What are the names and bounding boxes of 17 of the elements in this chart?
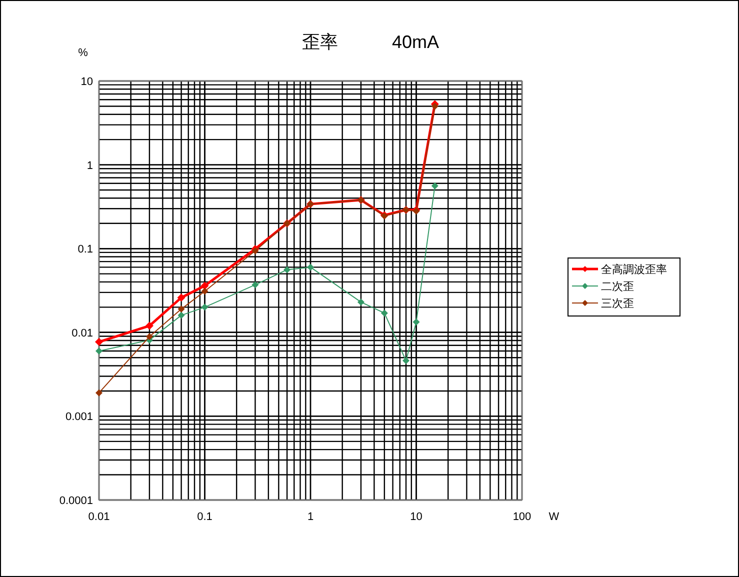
x-tick-label: 1 <box>307 511 314 523</box>
y-tick-label: 0.001 <box>65 411 93 424</box>
x-axis-title: W <box>548 511 560 523</box>
y-tick-label: 0.0001 <box>59 495 93 507</box>
y-tick-label: 0.1 <box>78 244 93 256</box>
legend-label: 二次歪 <box>601 281 634 293</box>
x-tick-label: 0.01 <box>88 511 110 523</box>
x-tick-label: 100 <box>512 511 532 523</box>
x-tick-label: 10 <box>410 511 422 523</box>
legend-label: 三次歪 <box>601 298 634 310</box>
y-axis-title: % <box>78 47 88 59</box>
y-tick-label: 1 <box>86 160 93 172</box>
y-tick-label: 10 <box>80 76 93 88</box>
x-tick-label: 0.1 <box>197 511 212 523</box>
y-tick-label: 0.01 <box>72 327 93 340</box>
chart-title: 歪率 40mA <box>302 32 440 52</box>
legend-label: 全高調波歪率 <box>601 263 667 276</box>
